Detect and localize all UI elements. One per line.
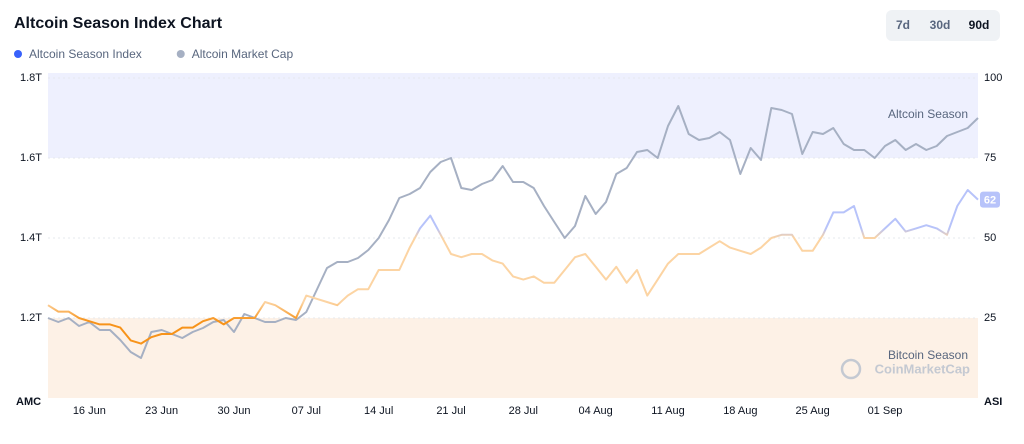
bitcoin-season-band <box>48 318 978 398</box>
band-label: Bitcoin Season <box>888 348 968 362</box>
y2-tick-label: 75 <box>984 152 996 164</box>
x-tick-label: 21 Jul <box>436 405 465 417</box>
chart-title: Altcoin Season Index Chart <box>14 15 223 32</box>
y2-tick-label: 25 <box>984 312 996 324</box>
watermark: CoinMarketCap <box>875 361 970 376</box>
y-tick-label: 1.4T <box>20 232 42 244</box>
x-tick-label: 16 Jun <box>73 405 106 417</box>
range-button[interactable]: 90d <box>969 18 990 32</box>
legend-marker <box>14 50 22 58</box>
y2-tick-label: 50 <box>984 232 996 244</box>
range-button[interactable]: 30d <box>930 18 951 32</box>
bands <box>48 73 978 398</box>
current-value-label: 62 <box>984 195 996 207</box>
y2-tick-label: 100 <box>984 72 1002 84</box>
altcoin-season-band <box>48 73 978 158</box>
y-tick-label: 1.8T <box>20 72 42 84</box>
x-tick-label: 04 Aug <box>579 405 613 417</box>
x-tick-label: 11 Aug <box>651 405 684 417</box>
range-button[interactable]: 7d <box>896 18 910 32</box>
legend-marker <box>176 50 185 58</box>
legend-label: Altcoin Market Cap <box>192 47 294 61</box>
watermark-logo <box>840 358 862 380</box>
x-tick-label: 07 Jul <box>292 405 321 417</box>
y-tick-label: 1.6T <box>20 152 42 164</box>
x-tick-label: 30 Jun <box>217 405 250 417</box>
y2-axis-label: ASI <box>984 396 1002 408</box>
selected-range <box>959 13 997 38</box>
x-tick-label: 28 Jul <box>509 405 538 417</box>
y-axis-label: AMC <box>16 396 41 408</box>
x-tick-label: 25 Aug <box>796 405 830 417</box>
x-tick-label: 18 Aug <box>723 405 757 417</box>
y-tick-label: 1.2T <box>20 312 42 324</box>
band-label: Altcoin Season <box>888 107 968 121</box>
x-tick-label: 14 Jul <box>364 405 393 417</box>
x-tick-label: 01 Sep <box>868 405 903 417</box>
market-cap-line <box>47 105 979 359</box>
index-line <box>47 189 979 345</box>
legend-label: Altcoin Season Index <box>29 47 142 61</box>
current-value-badge <box>980 191 1000 208</box>
x-tick-label: 23 Jun <box>145 405 178 417</box>
